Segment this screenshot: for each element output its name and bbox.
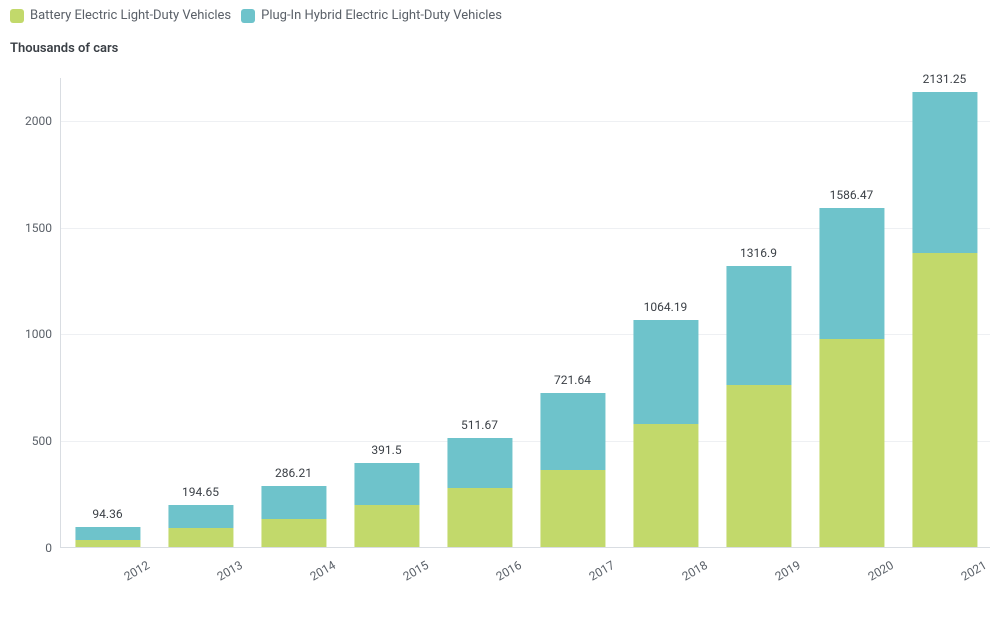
legend-swatch <box>10 9 24 23</box>
x-tick-label: 2015 <box>372 558 431 600</box>
bar-group: 1316.9 <box>726 266 791 547</box>
bar-segment[interactable] <box>75 527 140 540</box>
y-axis-title: Thousands of cars <box>0 23 1004 56</box>
legend: Battery Electric Light-Duty Vehicles Plug… <box>0 0 1004 23</box>
chart-container: 0 500 1000 1500 2000 94.36 194.65 286.21 391.5 5… <box>10 68 994 588</box>
x-tick-label: 2012 <box>93 558 152 600</box>
bar-group: 286.21 <box>261 486 326 547</box>
bar-group: 2131.25 <box>912 92 977 547</box>
bar-segment[interactable] <box>633 424 698 547</box>
bar-total-label: 2131.25 <box>845 72 1004 86</box>
bar-segment[interactable] <box>912 253 977 547</box>
bar-segment[interactable] <box>726 385 791 547</box>
bar-segment[interactable] <box>354 505 419 547</box>
plot-area: 94.36 194.65 286.21 391.5 511.67 721.64 1064.1… <box>60 78 990 548</box>
y-tick-label: 1000 <box>10 327 52 341</box>
x-tick-label: 2013 <box>186 558 245 600</box>
x-tick-label: 2021 <box>930 558 989 600</box>
bar-group: 391.5 <box>354 463 419 547</box>
y-tick-label: 500 <box>10 434 52 448</box>
bar-segment[interactable] <box>819 339 884 547</box>
bar-segment[interactable] <box>261 519 326 547</box>
y-tick-label: 1500 <box>10 221 52 235</box>
legend-item[interactable]: Battery Electric Light-Duty Vehicles <box>10 8 231 23</box>
bar-segment[interactable] <box>819 208 884 339</box>
x-tick-label: 2016 <box>465 558 524 600</box>
bar-segment[interactable] <box>540 470 605 547</box>
bar-segment[interactable] <box>261 486 326 519</box>
y-tick-label: 0 <box>10 541 52 555</box>
bar-group: 1586.47 <box>819 208 884 547</box>
bar-group: 1064.19 <box>633 320 698 547</box>
x-tick-label: 2019 <box>744 558 803 600</box>
legend-label: Battery Electric Light-Duty Vehicles <box>30 8 231 23</box>
bar-group: 721.64 <box>540 393 605 547</box>
bar-segment[interactable] <box>447 488 512 547</box>
bar-segment[interactable] <box>447 438 512 489</box>
x-tick-label: 2020 <box>837 558 896 600</box>
bar-group: 511.67 <box>447 438 512 547</box>
x-tick-label: 2018 <box>651 558 710 600</box>
gridline <box>61 121 990 122</box>
bar-segment[interactable] <box>540 393 605 470</box>
legend-swatch <box>241 9 255 23</box>
bar-segment[interactable] <box>726 266 791 385</box>
bar-segment[interactable] <box>912 92 977 254</box>
bar-segment[interactable] <box>633 320 698 425</box>
x-tick-label: 2014 <box>279 558 338 600</box>
legend-item[interactable]: Plug-In Hybrid Electric Light-Duty Vehic… <box>241 8 502 23</box>
bar-segment[interactable] <box>168 528 233 547</box>
legend-label: Plug-In Hybrid Electric Light-Duty Vehic… <box>261 8 502 23</box>
x-tick-label: 2017 <box>558 558 617 600</box>
bar-segment[interactable] <box>168 505 233 527</box>
bar-segment[interactable] <box>354 463 419 505</box>
bar-group: 194.65 <box>168 505 233 547</box>
bar-group: 94.36 <box>75 527 140 547</box>
y-tick-label: 2000 <box>10 114 52 128</box>
bar-segment[interactable] <box>75 540 140 547</box>
